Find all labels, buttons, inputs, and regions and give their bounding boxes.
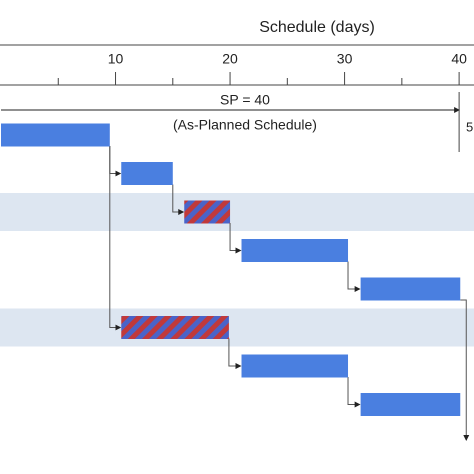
- connector: [228, 338, 242, 369]
- connector: [347, 377, 361, 408]
- row-band: [0, 308, 474, 347]
- connector: [347, 261, 361, 292]
- connector: [109, 146, 122, 177]
- row-band: [0, 193, 474, 231]
- span-label: SP = 40: [220, 92, 270, 108]
- task-bar: [121, 316, 229, 339]
- edge-text: 5: [466, 119, 473, 134]
- connector: [229, 223, 242, 254]
- connector: [460, 299, 470, 441]
- span-sublabel: (As-Planned Schedule): [173, 117, 317, 133]
- x-tick-label: 20: [222, 51, 238, 67]
- task-bar: [360, 277, 461, 301]
- task-bar: [241, 239, 349, 262]
- span-label-bg: [205, 93, 285, 109]
- x-tick-label: 30: [337, 51, 353, 67]
- task-bar: [184, 200, 231, 224]
- task-bar: [1, 123, 110, 147]
- task-bar: [241, 354, 349, 378]
- connector: [109, 146, 122, 331]
- task-bar: [360, 393, 461, 416]
- x-tick-label: 10: [108, 51, 124, 67]
- task-bar: [121, 162, 173, 185]
- connector: [172, 184, 185, 215]
- x-tick-label: 40: [451, 51, 467, 67]
- x-axis-label: Schedule (days): [259, 19, 375, 36]
